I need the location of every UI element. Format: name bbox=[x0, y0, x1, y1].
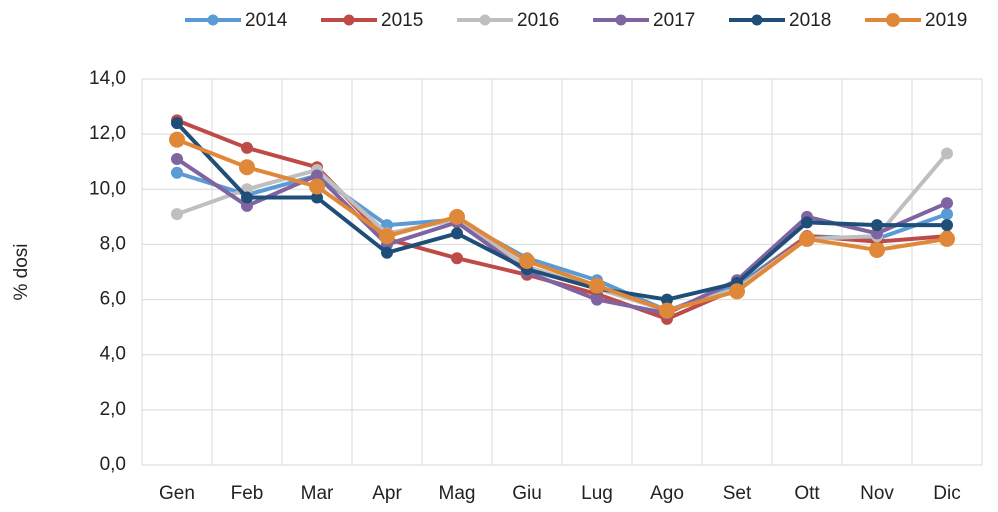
legend-marker bbox=[343, 14, 355, 26]
x-tick-label: Mar bbox=[301, 483, 334, 504]
legend-marker bbox=[615, 14, 627, 26]
y-tick-label: 12,0 bbox=[89, 123, 126, 144]
y-tick-label: 10,0 bbox=[89, 178, 126, 199]
data-point bbox=[171, 208, 183, 221]
x-tick-label: Set bbox=[723, 483, 752, 504]
data-point bbox=[871, 219, 883, 232]
legend-label: 2016 bbox=[517, 10, 559, 31]
x-tick-label: Dic bbox=[933, 483, 960, 504]
x-tick-label: Apr bbox=[372, 483, 402, 504]
legend-label: 2017 bbox=[653, 10, 695, 31]
y-tick-label: 6,0 bbox=[100, 289, 126, 310]
data-point bbox=[451, 227, 463, 240]
x-tick-label: Ago bbox=[650, 483, 684, 504]
y-tick-label: 4,0 bbox=[100, 344, 126, 365]
data-point bbox=[589, 277, 605, 294]
y-axis-label: % dosi bbox=[11, 243, 32, 300]
series-line bbox=[176, 137, 948, 313]
data-point bbox=[941, 208, 953, 221]
data-point bbox=[171, 166, 183, 179]
data-point bbox=[241, 191, 253, 204]
data-point bbox=[659, 302, 675, 319]
data-point bbox=[379, 228, 395, 245]
data-point bbox=[381, 246, 393, 259]
y-tick-label: 14,0 bbox=[89, 68, 126, 89]
legend-marker bbox=[479, 14, 491, 26]
legend-marker bbox=[886, 13, 900, 27]
legend-label: 2014 bbox=[245, 10, 288, 31]
data-point bbox=[239, 159, 255, 176]
y-tick-label: 0,0 bbox=[100, 454, 126, 475]
x-tick-label: Feb bbox=[231, 483, 264, 504]
x-tick-label: Gen bbox=[159, 483, 195, 504]
data-point bbox=[311, 169, 323, 182]
x-tick-label: Lug bbox=[581, 483, 613, 504]
data-point bbox=[451, 252, 463, 265]
data-point bbox=[309, 178, 325, 195]
y-tick-label: 2,0 bbox=[100, 399, 126, 420]
y-tick-label: 8,0 bbox=[100, 233, 126, 254]
data-point bbox=[591, 293, 603, 306]
x-tick-label: Ott bbox=[794, 483, 820, 504]
data-point bbox=[311, 191, 323, 204]
data-point bbox=[169, 131, 185, 148]
data-point bbox=[241, 141, 253, 154]
data-point bbox=[241, 199, 253, 212]
data-point bbox=[869, 241, 885, 258]
x-tick-label: Nov bbox=[860, 483, 894, 504]
data-point bbox=[171, 117, 183, 130]
x-tick-label: Giu bbox=[512, 483, 542, 504]
legend-label: 2015 bbox=[381, 10, 423, 31]
series-line bbox=[175, 121, 947, 302]
data-point bbox=[661, 293, 673, 306]
data-point bbox=[871, 227, 883, 240]
x-tick-label: Mag bbox=[439, 483, 476, 504]
legend-marker bbox=[751, 14, 763, 26]
data-point bbox=[941, 219, 953, 232]
series-line bbox=[175, 157, 948, 316]
legend-marker bbox=[207, 14, 219, 26]
data-point bbox=[801, 216, 813, 229]
legend-label: 2019 bbox=[925, 10, 967, 31]
data-point bbox=[941, 147, 953, 160]
data-point bbox=[799, 230, 815, 247]
legend-label: 2018 bbox=[789, 10, 831, 31]
data-point bbox=[941, 197, 953, 210]
data-point bbox=[729, 283, 745, 300]
data-point bbox=[171, 152, 183, 165]
data-point bbox=[519, 252, 535, 269]
data-point bbox=[939, 230, 955, 247]
data-point bbox=[449, 208, 465, 225]
